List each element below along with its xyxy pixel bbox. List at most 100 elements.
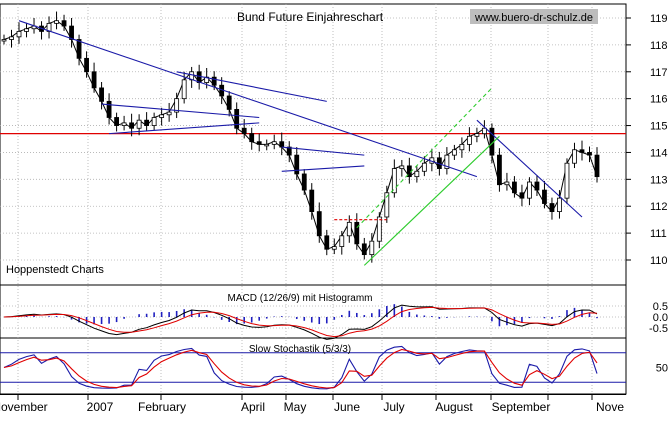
candle-body [61, 20, 67, 27]
candle-body [527, 181, 532, 199]
candle-body [174, 98, 180, 113]
y-label: 118 [650, 40, 668, 52]
price-axis-labels: 110 111 112 113 114 115 116 117 118 119 [650, 13, 668, 267]
candle-body [9, 36, 14, 40]
candle-body [24, 28, 29, 32]
major-downtrend-line [18, 20, 478, 178]
candle-body [309, 189, 315, 212]
y-label: 115 [650, 121, 668, 133]
trendlines [18, 20, 583, 266]
candle-body [114, 117, 119, 126]
candle-body [339, 235, 345, 247]
stoch-d-line [3, 348, 598, 389]
stoch-title: Slow Stochastik (5/3/3) [249, 344, 351, 355]
candle-body [519, 192, 525, 199]
watermark-text: www.buero-dr-schulz.de [474, 12, 593, 24]
watermark-box [470, 9, 598, 24]
candle-body [324, 235, 330, 250]
candle-body [572, 149, 577, 164]
candle-body [256, 141, 262, 145]
macd-line [3, 304, 598, 340]
candle-body [369, 240, 375, 256]
candle-body [196, 71, 202, 83]
candle-body [542, 189, 547, 204]
candle-body [129, 122, 135, 129]
candle-body [391, 168, 397, 194]
candle-body [549, 203, 555, 213]
candle-body [504, 181, 510, 186]
candle-body [91, 71, 97, 89]
y-label: 114 [650, 147, 668, 159]
uptrend-channel-lower [363, 135, 500, 266]
candle-body [54, 20, 59, 24]
uptrend-channel-upper [356, 87, 493, 229]
candle-body [76, 39, 82, 59]
triangle-upper-line [101, 103, 260, 119]
macd-y-label: 0.5 [653, 301, 668, 313]
y-label: 113 [650, 174, 668, 186]
candle-body [421, 162, 427, 172]
candle-body [241, 127, 247, 135]
macd-series [3, 304, 598, 340]
candle-body [279, 141, 285, 148]
candle-body [226, 95, 232, 110]
x-label: February [138, 400, 186, 414]
x-label: April [241, 400, 265, 414]
macd-axis-labels: 0.50.0-0.5 [649, 301, 668, 335]
candle-body [84, 57, 89, 73]
triangle-lower-line [109, 122, 260, 135]
stoch-axis-labels: 50 [656, 363, 668, 375]
x-label: June [334, 400, 360, 414]
date-axis-labels: November 2007 February April May June July Augu… [0, 400, 624, 414]
x-label: November [0, 400, 48, 414]
y-label: 119 [650, 13, 668, 25]
x-label: May [284, 400, 307, 414]
price-close-line [3, 20, 598, 256]
candle-body [264, 143, 270, 147]
macd-y-label: -0.5 [649, 323, 668, 335]
candle-body [106, 100, 112, 118]
candle-body [294, 154, 300, 175]
feb-top-line [176, 71, 327, 102]
candle-body [451, 149, 457, 156]
stoch-k-line [3, 345, 598, 390]
candle-body [16, 31, 22, 38]
candle-body [534, 181, 540, 191]
candle-body [384, 192, 390, 218]
y-label: 110 [650, 255, 668, 267]
source-label: Hoppenstedt Charts [6, 264, 104, 276]
candle-body [1, 39, 7, 42]
candle-body [444, 154, 450, 169]
candle-body [234, 109, 240, 129]
stochastic-series [3, 345, 598, 390]
candle-body [316, 211, 322, 237]
candle-body [99, 87, 104, 102]
candle-body [497, 154, 502, 186]
bottom-axis-line [0, 394, 626, 395]
vertical-grid [17, 4, 593, 400]
candle-body [354, 221, 360, 245]
candle-body [482, 127, 487, 135]
candle-body [181, 79, 187, 100]
macd-title: MACD (12/26/9) mit Histogramm [227, 293, 372, 304]
candle-body [466, 135, 472, 145]
macd-signal-line [3, 306, 598, 338]
candle-body [512, 181, 517, 194]
candle-body [166, 111, 172, 116]
candle-body [399, 165, 405, 169]
candle-body [564, 162, 570, 199]
candle-body [211, 76, 217, 86]
y-label: 116 [650, 94, 668, 106]
macd-y-label: 0.0 [653, 312, 668, 324]
candle-body [594, 154, 600, 178]
candle-body [331, 246, 337, 250]
chart-title: Bund Future Einjahreschart [237, 10, 384, 24]
flag-upper-line [281, 146, 365, 156]
candle-body [414, 170, 420, 178]
candle-body [346, 221, 352, 237]
candle-body [151, 117, 157, 126]
candle-body [301, 173, 307, 191]
candle-body [286, 146, 292, 156]
candle-body [474, 133, 480, 137]
